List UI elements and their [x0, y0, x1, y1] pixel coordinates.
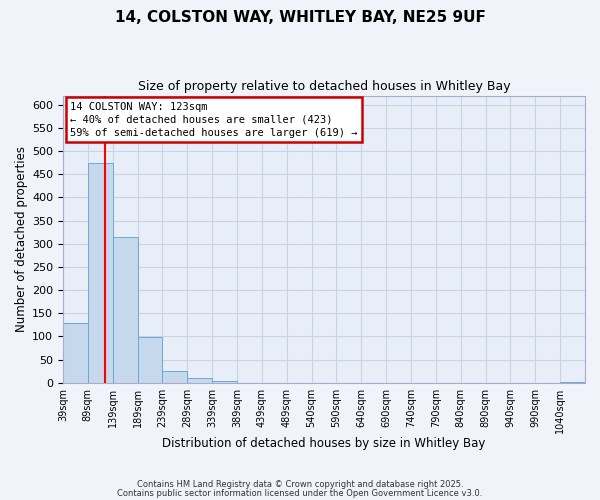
Y-axis label: Number of detached properties: Number of detached properties — [15, 146, 28, 332]
Text: Contains public sector information licensed under the Open Government Licence v3: Contains public sector information licen… — [118, 488, 482, 498]
Bar — [88, 162, 113, 382]
Text: Contains HM Land Registry data © Crown copyright and database right 2025.: Contains HM Land Registry data © Crown c… — [137, 480, 463, 489]
Text: 14, COLSTON WAY, WHITLEY BAY, NE25 9UF: 14, COLSTON WAY, WHITLEY BAY, NE25 9UF — [115, 10, 485, 25]
Bar — [187, 378, 212, 382]
X-axis label: Distribution of detached houses by size in Whitley Bay: Distribution of detached houses by size … — [163, 437, 485, 450]
Bar — [63, 324, 88, 382]
Title: Size of property relative to detached houses in Whitley Bay: Size of property relative to detached ho… — [137, 80, 511, 93]
Bar — [113, 238, 137, 382]
Bar — [163, 371, 187, 382]
Bar — [137, 338, 163, 382]
Text: 14 COLSTON WAY: 123sqm
← 40% of detached houses are smaller (423)
59% of semi-de: 14 COLSTON WAY: 123sqm ← 40% of detached… — [70, 102, 358, 138]
